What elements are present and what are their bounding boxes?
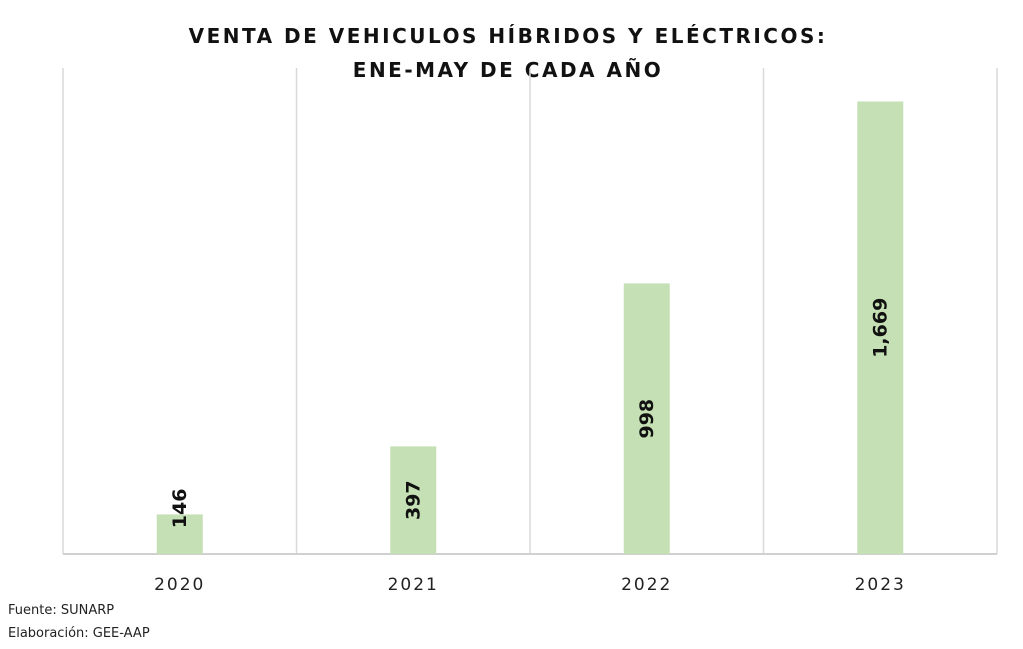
bar-2021 [390,446,437,554]
data-label-2022: 998 [636,399,658,439]
data-label-2021: 397 [402,480,424,520]
chart-title-line-1: VENTA DE VEHICULOS HÍBRIDOS Y ELÉCTRICOS… [189,24,828,48]
data-label-2023: 1,669 [869,298,891,358]
bar-2023 [857,101,904,555]
data-label-2020: 146 [169,489,191,529]
x-tick-2021: 2021 [388,575,439,595]
bar-2022 [623,283,670,554]
x-tick-2023: 2023 [855,575,906,595]
bar-2020 [156,514,203,554]
source-note: Fuente: SUNARP [8,603,115,618]
x-tick-2022: 2022 [621,575,672,595]
elaboration-note: Elaboración: GEE-AAP [8,626,150,641]
chart-title-line-2: ENE-MAY DE CADA AÑO [353,58,663,82]
x-tick-2020: 2020 [154,575,205,595]
